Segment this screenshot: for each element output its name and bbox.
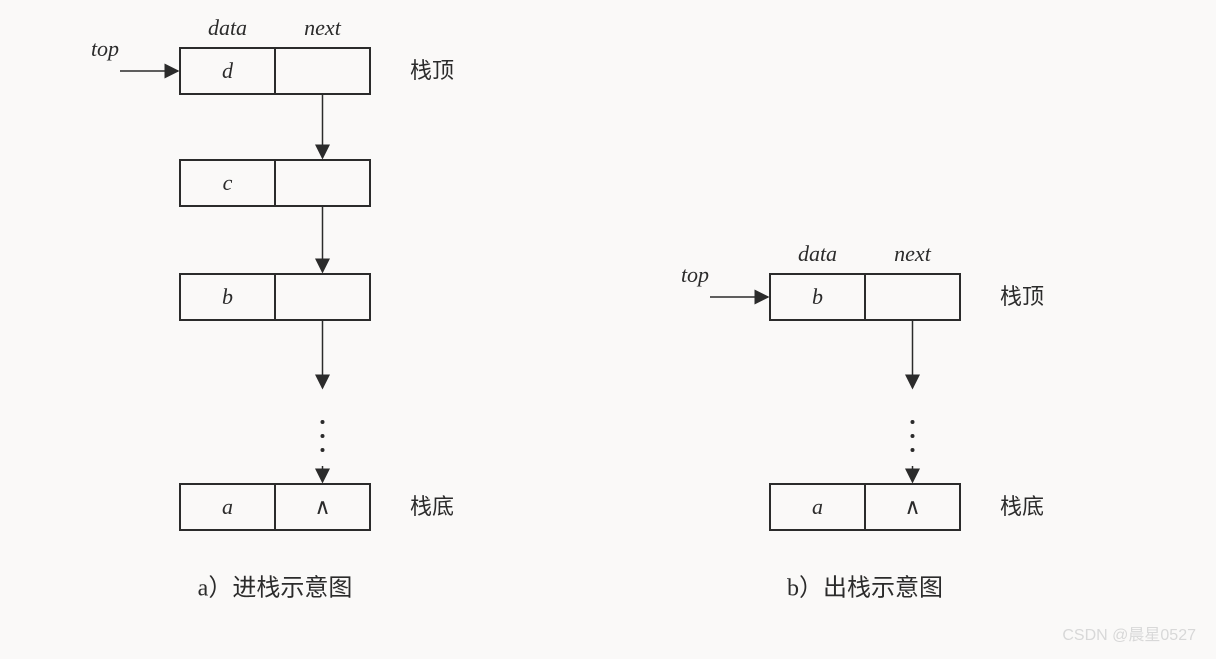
node-data-value: b bbox=[222, 284, 233, 309]
node-data-value: b bbox=[812, 284, 823, 309]
watermark-text: CSDN @晨星0527 bbox=[1062, 627, 1196, 644]
caption-b: b）出栈示意图 bbox=[787, 575, 943, 602]
list-node bbox=[770, 484, 960, 530]
list-node bbox=[180, 484, 370, 530]
node-next-null: ∧ bbox=[904, 494, 920, 519]
header-next-label: next bbox=[304, 15, 342, 40]
node-data-value: c bbox=[223, 170, 233, 195]
stack-top-label: 栈顶 bbox=[410, 58, 454, 83]
top-pointer-label: top bbox=[681, 262, 709, 287]
node-data-value: a bbox=[222, 494, 233, 519]
header-data-label: data bbox=[798, 241, 837, 266]
header-next-label: next bbox=[894, 241, 932, 266]
header-data-label: data bbox=[208, 15, 247, 40]
stack-bottom-label: 栈底 bbox=[1000, 494, 1044, 519]
list-node bbox=[180, 48, 370, 94]
list-node bbox=[180, 274, 370, 320]
stack-bottom-label: 栈底 bbox=[410, 494, 454, 519]
node-data-value: a bbox=[812, 494, 823, 519]
list-node bbox=[180, 160, 370, 206]
top-pointer-label: top bbox=[91, 36, 119, 61]
node-next-null: ∧ bbox=[314, 494, 330, 519]
list-node bbox=[770, 274, 960, 320]
stack-top-label: 栈顶 bbox=[1000, 284, 1044, 309]
node-data-value: d bbox=[222, 58, 234, 83]
caption-a: a）进栈示意图 bbox=[198, 575, 353, 602]
